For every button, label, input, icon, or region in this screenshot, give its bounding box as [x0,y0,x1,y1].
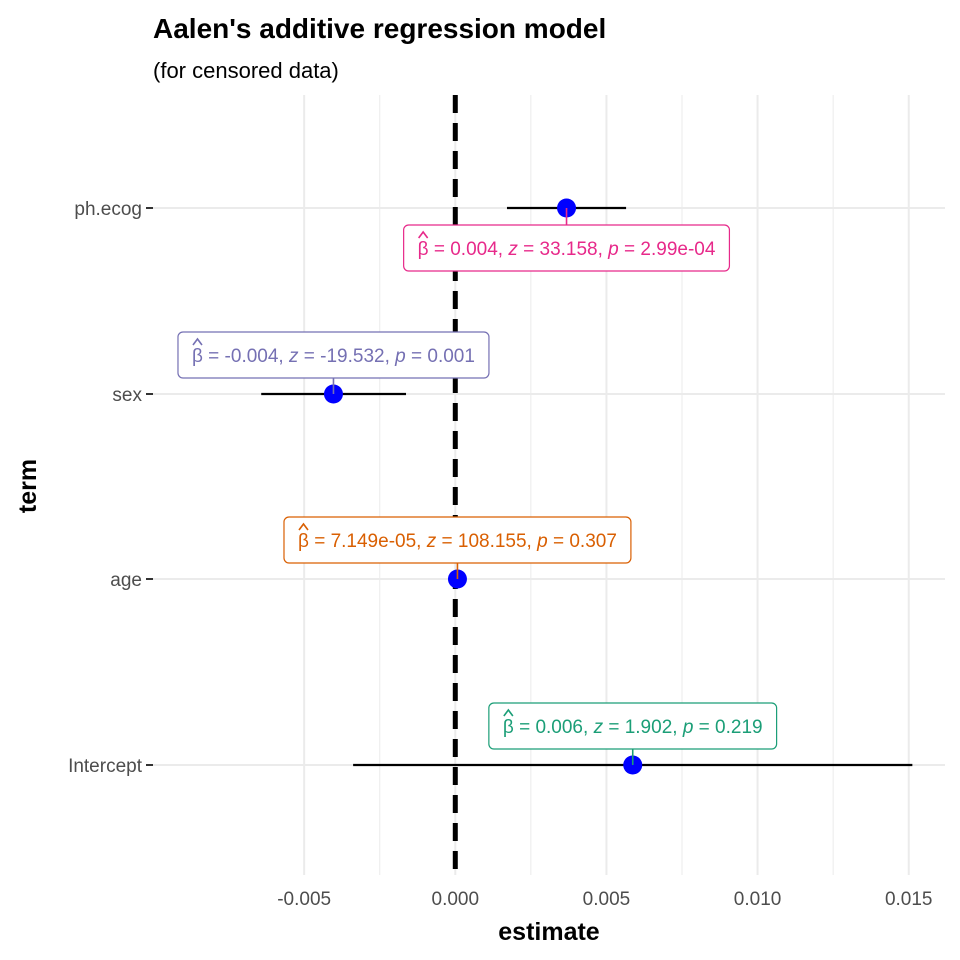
p-value: = 0.001 [406,346,475,367]
beta-value: = -0.004, [203,346,289,367]
p-symbol: p [682,717,694,738]
beta-hat [298,522,309,531]
beta-value: = 0.004, [429,239,509,260]
estimate-label-text: β = -0.004, z = -19.532, p = 0.001 [192,346,475,367]
y-tick-label: Intercept [68,756,143,777]
chart-subtitle: (for censored data) [153,58,339,83]
chart-title: Aalen's additive regression model [153,13,606,44]
points [323,198,643,775]
x-tick-label: 0.005 [583,889,631,910]
z-symbol: z [593,717,604,738]
beta-symbol: β [298,531,309,552]
y-tick-label: ph.ecog [74,199,142,220]
x-tick-label: 0.010 [734,889,782,910]
z-symbol: z [288,346,299,367]
beta-value: = 0.006, [514,717,594,738]
estimate-label: β = 7.149e-05, z = 108.155, p = 0.307 [283,516,632,579]
beta-symbol: β [418,239,429,260]
x-tick-label: 0.015 [885,889,933,910]
beta-hat [192,337,203,346]
beta-hat [503,708,514,717]
x-axis-title: estimate [498,918,600,946]
estimate-label-text: β = 7.149e-05, z = 108.155, p = 0.307 [298,531,617,552]
z-value: = 108.155, [436,531,537,552]
y-tick-label: sex [112,385,142,406]
z-symbol: z [507,239,518,260]
estimate-label: β = -0.004, z = -19.532, p = 0.001 [177,331,490,394]
x-tick-label: -0.005 [277,889,331,910]
y-axis-title: term [14,459,42,513]
estimate-label-text: β = 0.006, z = 1.902, p = 0.219 [503,717,763,738]
z-value: = 33.158, [518,239,608,260]
p-value: = 0.219 [693,717,762,738]
beta-hat [418,230,429,239]
axes: -0.005 0.000 0.005 0.010 0.015 Intercept age se… [68,199,932,910]
p-symbol: p [394,346,406,367]
estimate-label-text: β = 0.004, z = 33.158, p = 2.99e-04 [418,239,716,260]
z-value: = -19.532, [299,346,396,367]
p-value: = 2.99e-04 [619,239,716,260]
grid-lines [153,95,945,875]
estimate-label: β = 0.006, z = 1.902, p = 0.219 [488,702,778,765]
z-value: = 1.902, [603,717,683,738]
estimate-label: β = 0.004, z = 33.158, p = 2.99e-04 [403,208,731,272]
y-tick-label: age [110,570,142,591]
beta-symbol: β [503,717,514,738]
p-symbol: p [607,239,619,260]
z-symbol: z [426,531,437,552]
error-bars [261,206,913,767]
p-value: = 0.307 [548,531,617,552]
p-symbol: p [536,531,548,552]
beta-symbol: β [192,346,203,367]
beta-value: = 7.149e-05, [309,531,427,552]
x-tick-label: 0.000 [432,889,480,910]
